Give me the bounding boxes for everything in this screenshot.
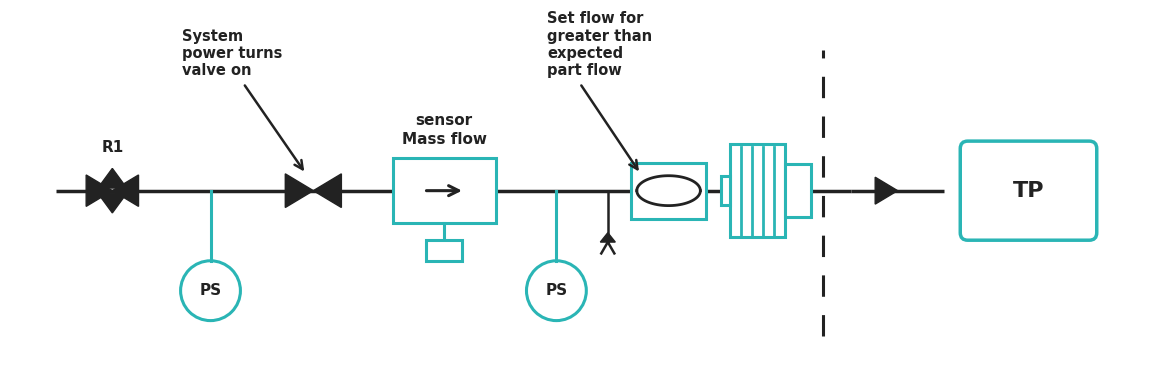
Text: System
power turns
valve on: System power turns valve on <box>182 29 282 78</box>
Text: Set flow for
greater than
expected
part flow: Set flow for greater than expected part … <box>547 11 653 78</box>
Text: sensor: sensor <box>415 113 473 128</box>
Polygon shape <box>86 175 112 206</box>
Polygon shape <box>285 174 314 207</box>
Bar <box>721 176 730 205</box>
Bar <box>427 240 462 261</box>
Bar <box>730 144 784 237</box>
Bar <box>784 165 811 217</box>
Text: PS: PS <box>199 283 221 298</box>
Polygon shape <box>875 177 898 204</box>
Polygon shape <box>601 233 616 242</box>
Polygon shape <box>98 168 127 188</box>
FancyBboxPatch shape <box>960 141 1097 240</box>
Bar <box>393 158 496 223</box>
Text: R1: R1 <box>101 140 123 155</box>
Text: PS: PS <box>545 283 567 298</box>
Polygon shape <box>314 174 341 207</box>
Polygon shape <box>98 193 127 213</box>
Text: TP: TP <box>1012 181 1045 201</box>
Bar <box>631 163 706 219</box>
Polygon shape <box>112 175 138 206</box>
Text: Mass flow: Mass flow <box>401 132 487 147</box>
